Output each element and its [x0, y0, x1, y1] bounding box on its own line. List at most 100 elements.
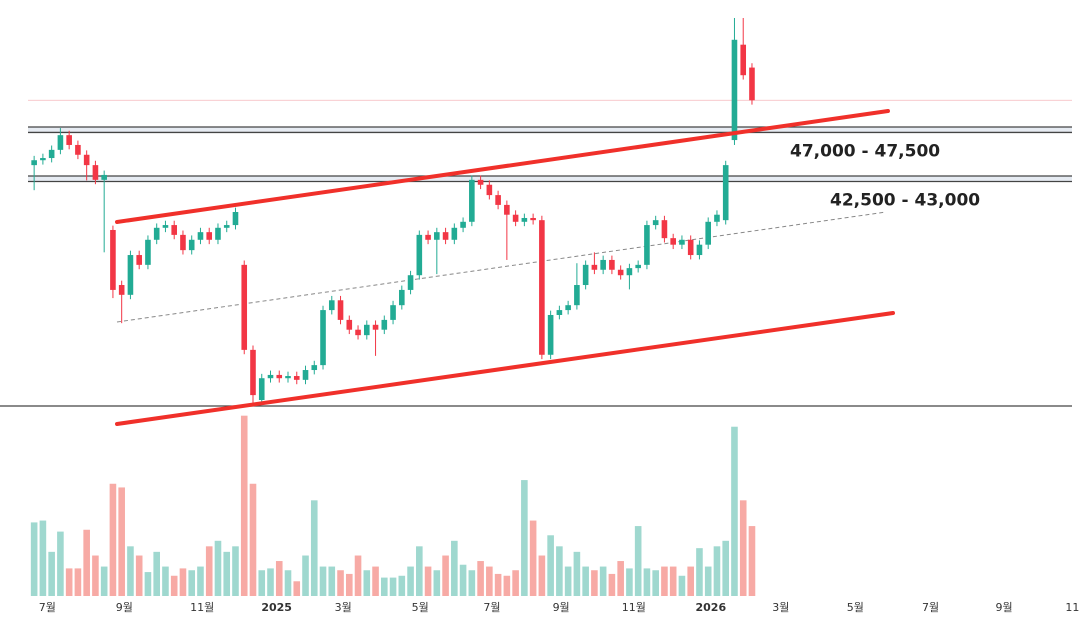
volume-bar — [486, 566, 493, 596]
volume-bar — [704, 566, 712, 596]
volume-bar — [626, 568, 633, 596]
candle-body — [749, 67, 755, 101]
volume-bar — [48, 551, 55, 596]
candle-body — [399, 289, 405, 306]
volume-bar — [477, 561, 484, 596]
candle-body — [705, 221, 712, 245]
candle-body — [451, 227, 458, 240]
candle-body — [582, 264, 589, 286]
volume-bar — [153, 551, 160, 596]
volume-bar — [582, 566, 589, 596]
candle-body — [83, 154, 90, 166]
zone-band — [28, 126, 1072, 133]
candle-body — [372, 324, 379, 330]
volume-bar — [65, 568, 73, 596]
candle-body — [57, 135, 64, 150]
volume-bar — [381, 577, 388, 596]
volume-bar — [258, 570, 266, 596]
candle-body — [591, 264, 598, 270]
candle-body — [66, 135, 72, 145]
volume-bar — [424, 566, 432, 596]
candle-body — [609, 259, 615, 270]
volume-bar — [363, 570, 371, 596]
candle-body — [320, 310, 326, 366]
candle-body — [101, 174, 107, 180]
candle-body — [495, 195, 501, 205]
x-tick-label: 2025 — [261, 601, 292, 614]
candle-body — [670, 238, 676, 245]
volume-bar — [468, 570, 476, 596]
volume-bar — [634, 526, 642, 596]
candle-body — [180, 234, 186, 251]
candle-body — [539, 220, 545, 355]
volume-bar — [573, 551, 581, 596]
volume-bar — [127, 546, 134, 596]
candle-body — [302, 370, 309, 380]
volume-bar — [302, 555, 309, 596]
volume-bar — [354, 555, 362, 596]
volume-bar — [135, 555, 143, 596]
candle-body — [442, 232, 449, 240]
volume-bar — [678, 575, 686, 596]
candle-body — [276, 374, 283, 379]
candle-body — [346, 319, 353, 330]
volume-bar — [407, 566, 414, 596]
candle-body — [285, 376, 291, 379]
candle-body — [145, 239, 151, 265]
x-tick-label: 11 — [1065, 601, 1079, 614]
volume-bar — [197, 566, 204, 596]
candle-body — [477, 179, 484, 185]
marks — [28, 17, 1072, 596]
volume-bar — [389, 577, 397, 596]
volume-bar — [451, 540, 458, 596]
volume-bar — [459, 564, 467, 596]
volume-bar — [547, 535, 554, 596]
volume-bar — [223, 551, 231, 596]
x-tick-label: 9월 — [553, 601, 570, 614]
volume-bar — [599, 566, 607, 596]
volume-bar — [564, 566, 572, 596]
volume-bar — [739, 500, 747, 596]
candle-body — [136, 255, 142, 265]
candle-body — [530, 217, 536, 221]
x-tick-label: 9월 — [116, 601, 133, 614]
volume-bar — [109, 483, 117, 596]
candle-body — [355, 329, 361, 336]
candle-body — [469, 179, 475, 222]
candle-body — [407, 275, 414, 290]
volume-bar — [162, 566, 169, 596]
volume-bar — [74, 568, 82, 596]
candle-body — [644, 225, 650, 265]
candle-body — [521, 217, 528, 222]
volume-bar — [617, 561, 624, 596]
volume-bar — [416, 546, 423, 596]
upper-trendline — [115, 109, 890, 224]
volume-bar — [748, 526, 756, 596]
volume-bar — [310, 500, 318, 596]
candle-body — [232, 211, 239, 226]
zone-label: 47,000 - 47,500 — [790, 141, 940, 161]
candle-body — [92, 165, 99, 180]
x-tick-label: 5월 — [847, 601, 864, 614]
volume-bar — [267, 568, 274, 596]
candle-body — [486, 184, 493, 196]
candle-body — [215, 227, 221, 240]
candle-body — [722, 165, 729, 221]
candle-body — [617, 269, 624, 276]
volume-bar — [713, 546, 721, 596]
candle-body — [731, 39, 738, 141]
volume-bar — [214, 540, 222, 596]
candle-body — [153, 227, 160, 240]
candle-body — [600, 259, 606, 270]
candle-body — [118, 285, 125, 295]
volume-bar — [144, 572, 152, 596]
volume-bar — [521, 480, 528, 596]
candle-body — [652, 220, 659, 226]
candle-body — [556, 310, 563, 315]
volume-bar — [722, 540, 730, 596]
volume-bar — [652, 570, 659, 596]
candle-body — [337, 300, 344, 320]
volume-bar — [591, 570, 598, 596]
candle-body — [679, 239, 685, 245]
